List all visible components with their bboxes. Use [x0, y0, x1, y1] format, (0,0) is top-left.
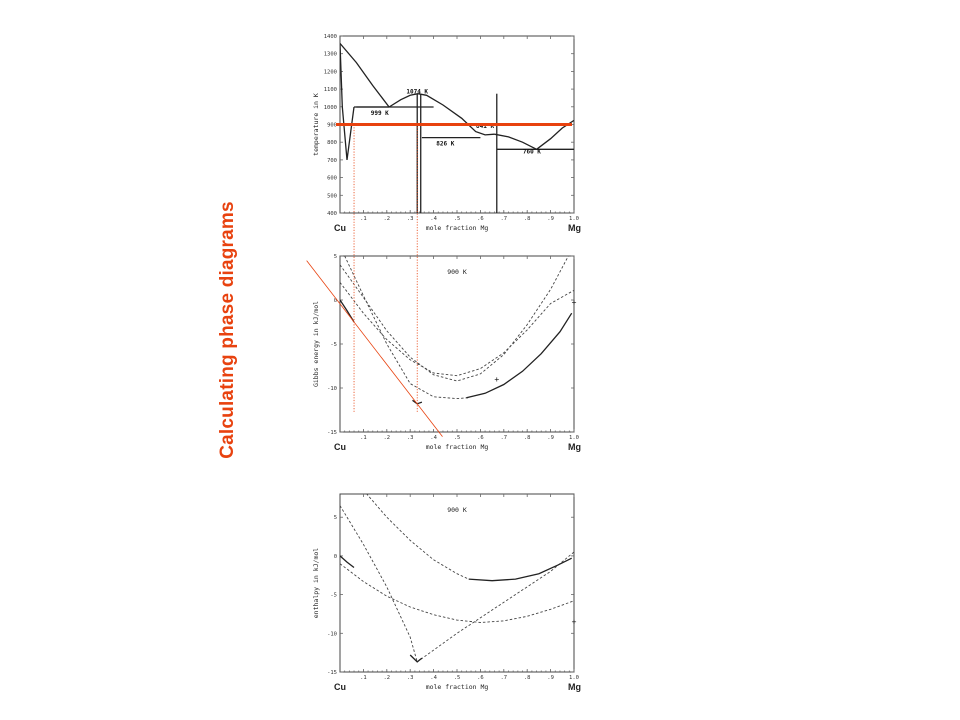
x-end-label-left: Cu: [334, 442, 346, 452]
x-tick-label: .3: [407, 675, 414, 681]
x-end-label-right: Mg: [568, 223, 581, 233]
x-tick-label: 1.0: [569, 675, 579, 681]
compound-point: +: [572, 618, 577, 627]
gibbs-energy-panel: .1 .2 .3 .4 .5 .6 .7 .8 .9 1.0 5 0 -5 -10 -15 Cu Mg mole …: [312, 254, 581, 452]
panel-temperature-label: 900 K: [447, 506, 467, 514]
stable-curve: [409, 654, 423, 663]
x-tick-label: .4: [430, 216, 437, 222]
temperature-annotation: 826 K: [436, 141, 454, 148]
x-tick-label: .9: [547, 216, 554, 222]
x-tick-label: .4: [430, 675, 437, 681]
stable-curve: [340, 299, 355, 323]
y-tick-label: 400: [327, 211, 337, 217]
y-tick-label: 800: [327, 140, 337, 146]
plot-area: [340, 256, 574, 405]
temperature-annotation: 1074 K: [406, 89, 428, 96]
x-tick-label: .6: [477, 435, 484, 441]
metastable-curve: [340, 505, 418, 663]
y-tick-label: -10: [327, 386, 337, 392]
x-end-label-right: Mg: [568, 442, 581, 452]
phase-diagram-panel: .1 .2 .3 .4 .5 .6 .7 .8 .9 1.0 400 500 600 700 800 900 1…: [312, 34, 581, 233]
x-tick-label: .4: [430, 435, 437, 441]
y-axis-label: temperature in K: [312, 93, 320, 156]
temperature-annotation: 760 K: [523, 149, 541, 156]
y-tick-label: 0: [334, 298, 337, 304]
phase-boundary: [494, 133, 537, 150]
phase-boundary: [340, 42, 390, 108]
plot-frame: [339, 255, 575, 433]
x-tick-label: .3: [407, 216, 414, 222]
stable-curve: [468, 557, 572, 582]
x-tick-label: .1: [360, 675, 367, 681]
x-end-label-right: Mg: [568, 682, 581, 692]
x-tick-label: .7: [500, 675, 507, 681]
plot-area: [340, 42, 574, 213]
x-tick-label: 1.0: [569, 216, 579, 222]
y-tick-label: 500: [327, 193, 337, 199]
x-tick-label: .8: [524, 216, 531, 222]
y-tick-label: -15: [327, 670, 337, 676]
y-tick-label: 1200: [324, 69, 337, 75]
x-tick-label: .7: [500, 435, 507, 441]
x-axis-label: mole fraction Mg: [426, 224, 489, 232]
x-axis-label: mole fraction Mg: [426, 683, 489, 691]
x-tick-label: .1: [360, 435, 367, 441]
stable-curve: [340, 555, 355, 569]
y-tick-label: 1300: [324, 52, 337, 58]
y-tick-label: -15: [327, 430, 337, 436]
phase-boundary: [340, 43, 355, 160]
y-tick-label: 700: [327, 158, 337, 164]
y-axis-label: enthalpy in kJ/mol: [312, 548, 320, 619]
y-tick-label: 5: [334, 254, 337, 260]
red-construction-overlay: [306, 123, 572, 437]
x-tick-label: .5: [454, 675, 461, 681]
metastable-curve: [340, 563, 574, 623]
compound-point: +: [494, 375, 499, 384]
metastable-curve: [340, 256, 569, 382]
x-tick-label: .6: [477, 675, 484, 681]
compound-point: +: [572, 298, 577, 307]
temperature-annotation: 841 K: [476, 123, 494, 130]
y-tick-label: -5: [330, 593, 337, 599]
metastable-curve: [340, 282, 574, 377]
common-tangent: [306, 260, 443, 437]
x-tick-label: .2: [383, 435, 390, 441]
metastable-curve: [366, 494, 469, 580]
phase-boundary: [388, 93, 495, 136]
x-tick-label: .2: [383, 216, 390, 222]
x-end-label-left: Cu: [334, 223, 346, 233]
plot-frame: [339, 493, 575, 673]
y-tick-label: -10: [327, 631, 337, 637]
x-end-label-left: Cu: [334, 682, 346, 692]
x-tick-label: 1.0: [569, 435, 579, 441]
y-tick-label: 900: [327, 123, 337, 129]
x-tick-label: .1: [360, 216, 367, 222]
panel-temperature-label: 900 K: [447, 268, 467, 276]
x-tick-label: .9: [547, 675, 554, 681]
y-tick-label: 5: [334, 515, 337, 521]
y-tick-label: 1100: [324, 87, 337, 93]
y-tick-label: 1400: [324, 34, 337, 40]
temperature-annotation: 999 K: [371, 110, 389, 117]
x-tick-label: .2: [383, 675, 390, 681]
y-axis-label: Gibbs energy in kJ/mol: [312, 301, 320, 387]
y-tick-label: 0: [334, 554, 337, 560]
y-tick-label: -5: [330, 342, 337, 348]
x-tick-label: .3: [407, 435, 414, 441]
x-tick-label: .7: [500, 216, 507, 222]
x-axis-label: mole fraction Mg: [426, 443, 489, 451]
x-tick-label: .6: [477, 216, 484, 222]
metastable-curve: [344, 256, 469, 400]
enthalpy-panel: .1 .2 .3 .4 .5 .6 .7 .8 .9 1.0 5 0 -5 -10 -15 Cu Mg mole …: [312, 493, 581, 692]
x-tick-label: .5: [454, 216, 461, 222]
y-tick-label: 600: [327, 176, 337, 182]
x-tick-label: .5: [454, 435, 461, 441]
plot-area: [340, 494, 574, 663]
x-tick-label: .8: [524, 675, 531, 681]
stable-curve: [466, 312, 573, 399]
y-tick-label: 1000: [324, 105, 337, 111]
x-tick-label: .8: [524, 435, 531, 441]
x-tick-label: .9: [547, 435, 554, 441]
